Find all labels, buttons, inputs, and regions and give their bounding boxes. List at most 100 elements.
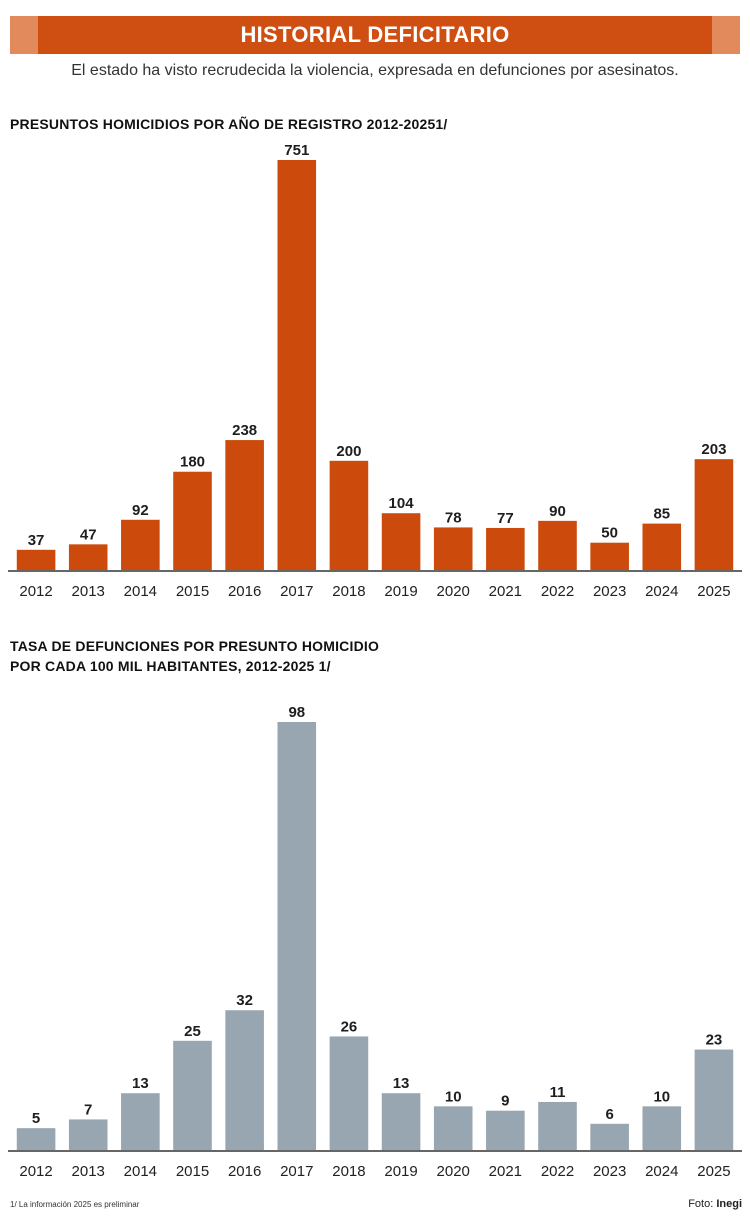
value-label-2016: 32 <box>236 992 253 1009</box>
bar-2023 <box>590 542 629 570</box>
page-subtitle: El estado ha visto recrudecida la violen… <box>71 62 679 79</box>
bar-2021 <box>486 527 525 570</box>
tick-label-2015: 2015 <box>176 583 209 600</box>
bar-2012 <box>16 1128 56 1150</box>
value-label-2013: 47 <box>80 526 97 543</box>
chart1-title-line: PRESUNTOS HOMICIDIOS POR AÑO DE REGISTRO… <box>10 116 448 132</box>
banner-left-cap <box>10 16 38 54</box>
value-label-2012: 37 <box>28 532 45 549</box>
tick-label-2022: 2022 <box>541 1163 574 1180</box>
credit-source: Inegi <box>716 1198 742 1210</box>
tick-label-2023: 2023 <box>593 1163 626 1180</box>
tick-label-2021: 2021 <box>489 583 522 600</box>
value-label-2025: 23 <box>706 1032 723 1049</box>
value-label-2018: 200 <box>336 443 361 460</box>
tick-label-2013: 2013 <box>72 583 105 600</box>
value-label-2021: 77 <box>497 510 514 527</box>
bar-2019 <box>381 513 421 570</box>
tick-label-2025: 2025 <box>697 1163 730 1180</box>
value-label-2020: 10 <box>445 1088 462 1105</box>
bar-2022 <box>538 1101 577 1150</box>
chart2-title-line-2: POR CADA 100 MIL HABITANTES, 2012-2025 1… <box>10 658 331 674</box>
bar-2024 <box>642 523 682 570</box>
banner-right-cap <box>712 16 740 54</box>
tick-label-2020: 2020 <box>437 583 470 600</box>
value-label-2018: 26 <box>341 1018 358 1035</box>
bar-2018 <box>329 1036 369 1150</box>
chart2-title-line-1: TASA DE DEFUNCIONES POR PRESUNTO HOMICID… <box>10 638 380 654</box>
tick-label-2012: 2012 <box>19 583 52 600</box>
bar-2020 <box>433 1106 473 1150</box>
chart2-title: TASA DE DEFUNCIONES POR PRESUNTO HOMICID… <box>10 636 379 676</box>
value-label-2020: 78 <box>445 509 462 526</box>
bar-2012 <box>16 549 56 570</box>
tick-label-2018: 2018 <box>332 1163 365 1180</box>
tick-label-2019: 2019 <box>384 1163 417 1180</box>
chart1-title: PRESUNTOS HOMICIDIOS POR AÑO DE REGISTRO… <box>10 114 448 134</box>
value-label-2019: 13 <box>393 1075 410 1092</box>
value-label-2017: 751 <box>284 142 309 159</box>
value-label-2022: 90 <box>549 503 566 520</box>
tick-label-2015: 2015 <box>176 1163 209 1180</box>
value-label-2014: 92 <box>132 502 149 519</box>
bar-2025 <box>694 1049 734 1150</box>
bar-2013 <box>68 1119 108 1150</box>
title-banner: HISTORIAL DEFICITARIO <box>10 16 740 54</box>
tick-label-2012: 2012 <box>19 1163 52 1180</box>
tick-label-2021: 2021 <box>489 1163 522 1180</box>
tick-label-2018: 2018 <box>332 583 365 600</box>
value-label-2019: 104 <box>389 495 415 512</box>
value-label-2025: 203 <box>701 441 726 458</box>
value-label-2024: 85 <box>653 506 670 523</box>
bar-2023 <box>590 1123 629 1150</box>
bar-2025 <box>694 459 734 570</box>
bar-2014 <box>121 519 160 570</box>
value-label-2021: 9 <box>501 1093 509 1110</box>
page-title: HISTORIAL DEFICITARIO <box>240 22 510 47</box>
bar-2015 <box>173 1040 212 1150</box>
bar-2016 <box>225 440 264 570</box>
value-label-2015: 25 <box>184 1023 201 1040</box>
bar-2019 <box>381 1093 421 1150</box>
value-label-2022: 11 <box>550 1084 566 1101</box>
bar-2014 <box>121 1093 160 1150</box>
bar-2020 <box>433 527 473 570</box>
bar-2017 <box>277 722 317 1150</box>
tick-label-2023: 2023 <box>593 583 626 600</box>
value-label-2013: 7 <box>84 1101 92 1118</box>
bar-2018 <box>329 460 369 570</box>
homicides-bar-chart: 37 2012 47 2013 92 2014 180 2015 238 2016 751 2017 2… <box>8 142 742 600</box>
tick-label-2024: 2024 <box>645 583 678 600</box>
value-label-2023: 50 <box>601 525 618 542</box>
homicide-rate-bar-chart: 5 2012 7 2013 13 2014 25 2015 32 2016 98 2017 26 2018… <box>8 704 742 1180</box>
tick-label-2017: 2017 <box>280 1163 313 1180</box>
bar-2021 <box>486 1110 525 1150</box>
value-label-2024: 10 <box>653 1088 670 1105</box>
tick-label-2013: 2013 <box>72 1163 105 1180</box>
value-label-2012: 5 <box>32 1110 40 1127</box>
value-label-2014: 13 <box>132 1075 149 1092</box>
value-label-2016: 238 <box>232 422 257 439</box>
bar-2015 <box>173 471 212 570</box>
tick-label-2017: 2017 <box>280 583 313 600</box>
tick-label-2024: 2024 <box>645 1163 678 1180</box>
tick-label-2020: 2020 <box>437 1163 470 1180</box>
footnote: 1/ La información 2025 es preliminar <box>10 1200 140 1209</box>
bar-2024 <box>642 1106 682 1150</box>
bar-2013 <box>68 544 108 570</box>
tick-label-2022: 2022 <box>541 583 574 600</box>
value-label-2015: 180 <box>180 454 205 471</box>
value-label-2023: 6 <box>605 1106 613 1123</box>
tick-label-2014: 2014 <box>124 583 157 600</box>
photo-credit: Foto: Inegi <box>688 1198 742 1210</box>
tick-label-2016: 2016 <box>228 583 261 600</box>
tick-label-2016: 2016 <box>228 1163 261 1180</box>
bar-2022 <box>538 520 577 570</box>
bar-2016 <box>225 1010 264 1150</box>
credit-prefix: Foto: <box>688 1198 717 1210</box>
tick-label-2025: 2025 <box>697 583 730 600</box>
tick-label-2014: 2014 <box>124 1163 157 1180</box>
value-label-2017: 98 <box>288 704 305 721</box>
tick-label-2019: 2019 <box>384 583 417 600</box>
bar-2017 <box>277 160 317 570</box>
